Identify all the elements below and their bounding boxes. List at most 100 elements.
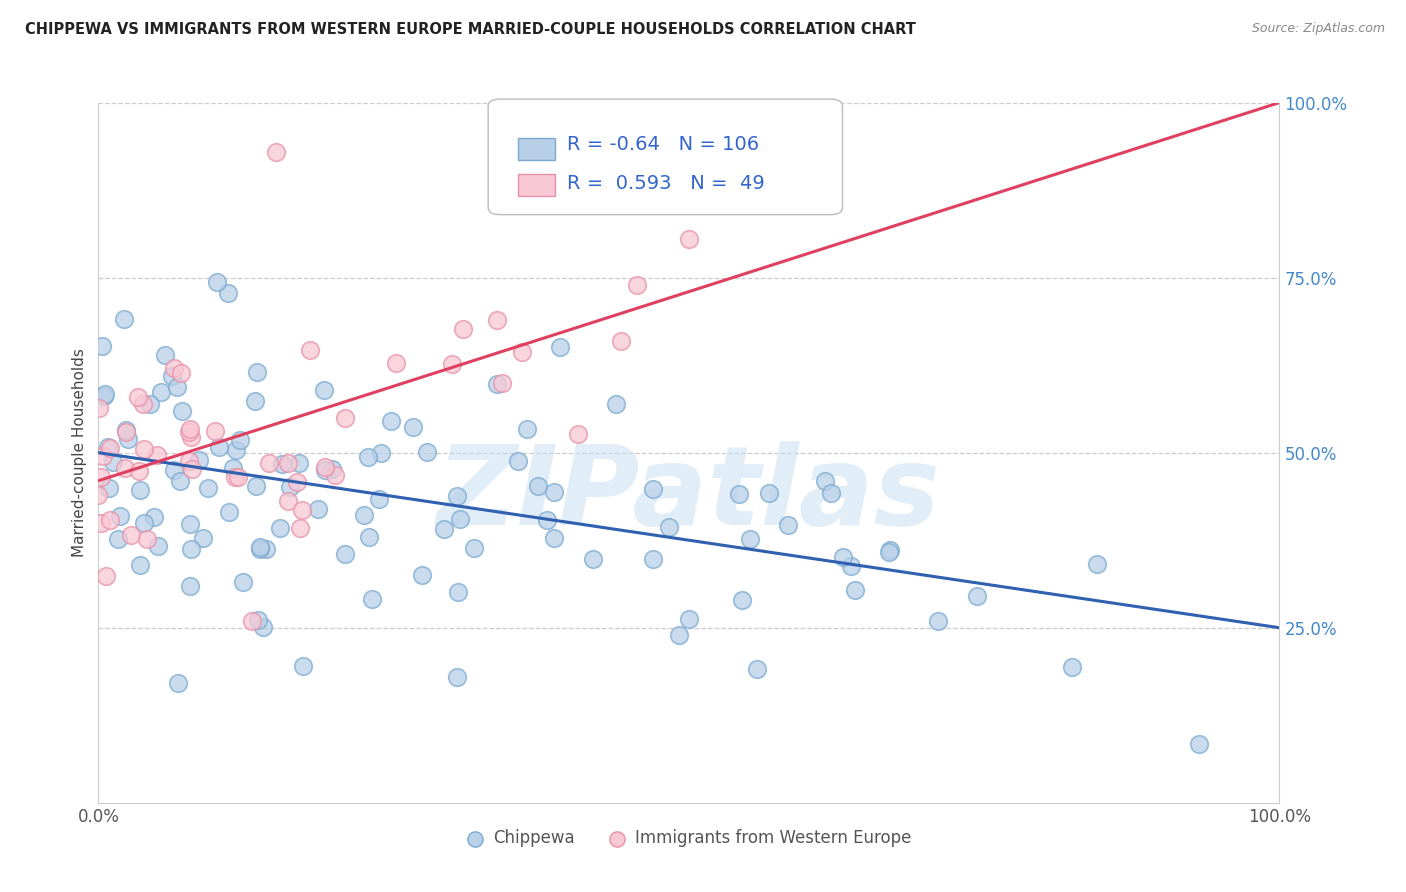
Point	[353, 508, 375, 523]
Point	[166, 380, 188, 394]
Point	[264, 145, 287, 159]
Point	[101, 455, 124, 469]
Point	[114, 425, 136, 440]
Legend: Chippewa, Immigrants from Western Europe: Chippewa, Immigrants from Western Europe	[460, 822, 918, 854]
Point	[447, 585, 470, 599]
Point	[180, 430, 202, 444]
Point	[112, 312, 135, 326]
Point	[582, 552, 605, 566]
Text: CHIPPEWA VS IMMIGRANTS FROM WESTERN EUROPE MARRIED-COUPLE HOUSEHOLDS CORRELATION: CHIPPEWA VS IMMIGRANTS FROM WESTERN EURO…	[25, 22, 917, 37]
Point	[1187, 737, 1209, 751]
Point	[678, 612, 700, 626]
Y-axis label: Married-couple Households: Married-couple Households	[72, 348, 87, 558]
Point	[179, 422, 201, 436]
Point	[359, 530, 381, 544]
Point	[446, 670, 468, 684]
Point	[486, 377, 509, 392]
Point	[510, 345, 533, 359]
Point	[543, 531, 565, 545]
Text: R =  0.593   N =  49: R = 0.593 N = 49	[567, 174, 765, 193]
Point	[254, 541, 277, 556]
Point	[167, 676, 190, 690]
Point	[335, 547, 357, 561]
Point	[747, 662, 769, 676]
Point	[163, 463, 186, 477]
Point	[357, 450, 380, 464]
Point	[307, 501, 329, 516]
Point	[288, 456, 311, 470]
Point	[451, 322, 474, 336]
Point	[259, 456, 281, 470]
Point	[658, 519, 681, 533]
Point	[269, 521, 291, 535]
Point	[179, 425, 201, 439]
Point	[120, 528, 142, 542]
Point	[179, 579, 201, 593]
Point	[368, 492, 391, 507]
Point	[139, 397, 162, 411]
Point	[245, 479, 267, 493]
Point	[314, 463, 336, 477]
Point	[446, 489, 468, 503]
Point	[323, 467, 346, 482]
Point	[249, 542, 271, 557]
Point	[94, 569, 117, 583]
Point	[668, 628, 690, 642]
Point	[132, 516, 155, 531]
Point	[169, 474, 191, 488]
Point	[543, 484, 565, 499]
Point	[277, 456, 299, 470]
Point	[486, 313, 509, 327]
Point	[314, 459, 336, 474]
Point	[831, 549, 853, 564]
Point	[814, 474, 837, 488]
Point	[641, 482, 664, 496]
Point	[384, 356, 406, 370]
FancyBboxPatch shape	[517, 174, 555, 196]
Point	[180, 462, 202, 476]
Point	[839, 559, 862, 574]
Point	[155, 347, 177, 361]
Point	[135, 532, 157, 546]
Point	[226, 469, 249, 483]
Point	[180, 542, 202, 557]
Point	[128, 483, 150, 497]
Point	[245, 394, 267, 409]
Point	[162, 361, 184, 376]
Point	[98, 481, 121, 495]
Point	[232, 574, 254, 589]
Point	[738, 532, 761, 546]
Point	[98, 441, 121, 455]
Point	[160, 369, 183, 384]
Point	[107, 532, 129, 546]
Point	[380, 414, 402, 428]
Point	[204, 425, 226, 439]
Point	[217, 286, 239, 301]
Point	[605, 397, 627, 411]
Point	[117, 432, 139, 446]
Point	[927, 614, 949, 628]
Point	[150, 384, 173, 399]
Point	[208, 440, 231, 454]
Point	[411, 567, 433, 582]
Point	[222, 461, 245, 475]
Point	[278, 480, 301, 494]
Point	[610, 334, 633, 349]
Point	[299, 343, 322, 357]
Point	[402, 419, 425, 434]
Point	[177, 454, 200, 468]
Point	[87, 488, 110, 502]
Point	[114, 460, 136, 475]
Point	[108, 508, 131, 523]
Point	[321, 461, 343, 475]
Point	[678, 232, 700, 246]
Point	[246, 365, 269, 379]
Text: R = -0.64   N = 106: R = -0.64 N = 106	[567, 136, 759, 154]
Point	[197, 481, 219, 495]
Point	[90, 516, 112, 531]
Point	[516, 422, 538, 436]
Point	[225, 442, 247, 457]
Point	[285, 475, 308, 490]
Point	[128, 558, 150, 572]
Point	[370, 445, 392, 459]
